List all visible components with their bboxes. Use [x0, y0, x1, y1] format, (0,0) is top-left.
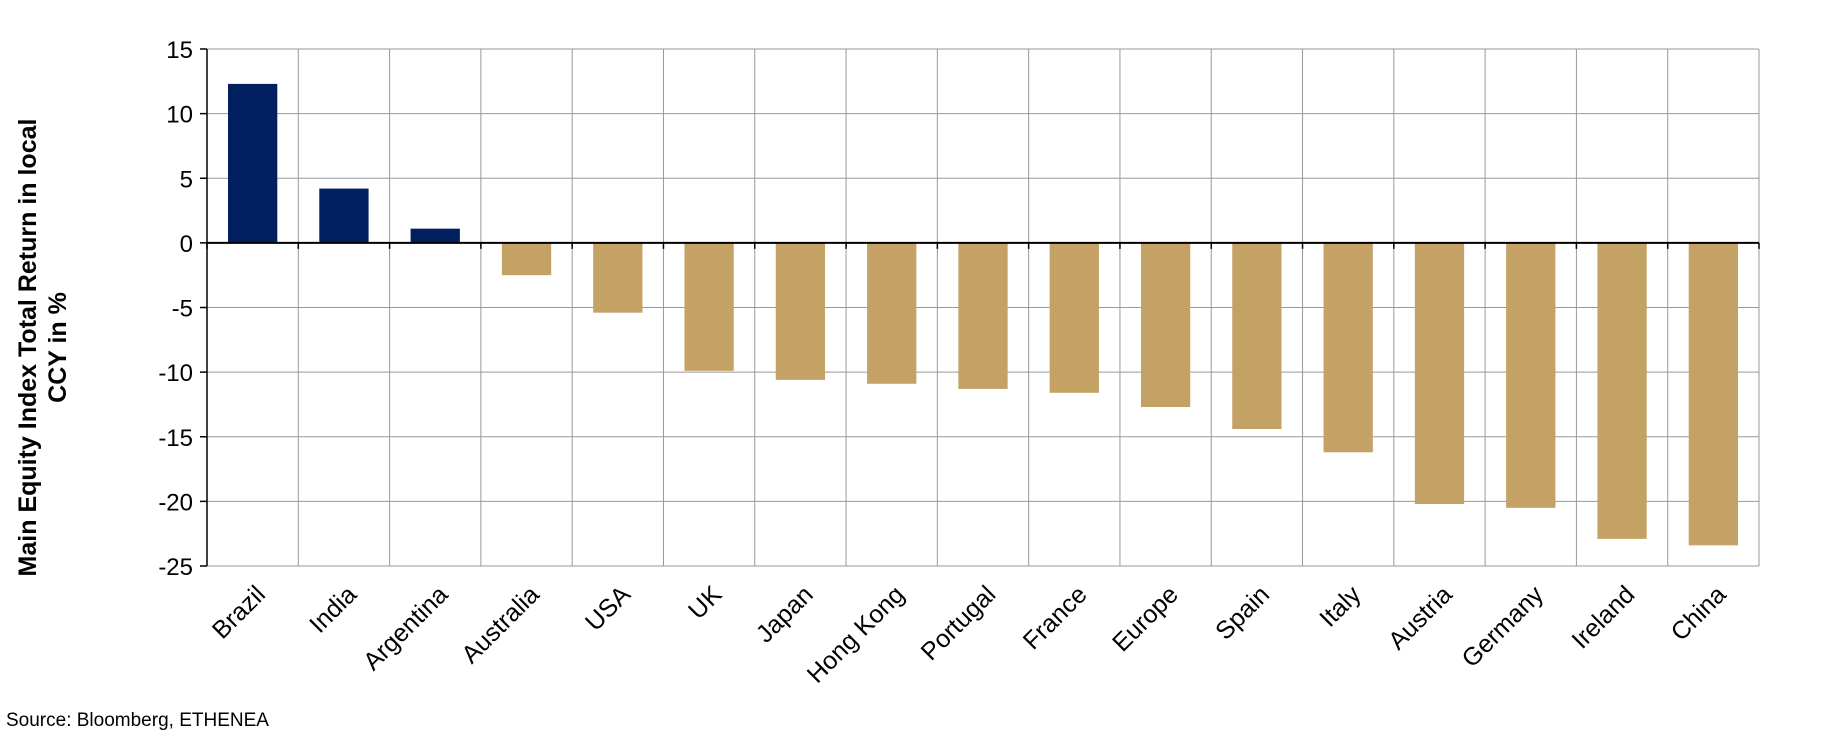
bar-japan	[775, 242, 826, 380]
y-tick-label: -25	[158, 554, 193, 581]
x-tick-label: Europe	[1107, 580, 1184, 657]
x-tick-label: USA	[580, 580, 636, 636]
bar-brazil	[227, 83, 278, 243]
x-tick-label: Portugal	[916, 580, 1002, 666]
bar-france	[1049, 242, 1099, 393]
bar-portugal	[958, 242, 1008, 389]
x-tick-label: Ireland	[1566, 580, 1640, 654]
bar-australia	[501, 242, 552, 276]
x-tick-label: Austria	[1383, 580, 1458, 655]
y-tick-label: -5	[172, 296, 193, 323]
bar-china	[1688, 242, 1739, 546]
y-tick-label: 5	[180, 166, 193, 193]
x-tick-label: Argentina	[358, 580, 454, 676]
bars	[227, 83, 1739, 546]
bar-austria	[1414, 242, 1465, 504]
x-tick-label: Brazil	[207, 580, 271, 644]
y-tick-label: -20	[158, 489, 193, 516]
y-axis-title: Main Equity Index Total Return in localC…	[14, 119, 72, 577]
x-tick-label: France	[1018, 580, 1093, 655]
x-tick-label: UK	[683, 580, 728, 625]
x-tick-label: China	[1666, 580, 1732, 646]
bar-italy	[1323, 242, 1373, 453]
bar-ireland	[1597, 242, 1647, 539]
x-tick-label: Germany	[1457, 580, 1550, 673]
y-tick-label: -15	[158, 425, 193, 452]
x-tick-label: Australia	[456, 580, 545, 669]
x-tick-label: Spain	[1210, 580, 1275, 645]
bar-hong-kong	[867, 242, 917, 384]
x-tick-label: Japan	[751, 580, 819, 648]
bar-spain	[1232, 242, 1282, 429]
y-tick-label: 0	[180, 231, 193, 258]
bar-usa	[593, 242, 643, 313]
bar-india	[319, 188, 369, 243]
y-axis-title-line: Main Equity Index Total Return in local	[14, 119, 42, 577]
source-note: Source: Bloomberg, ETHENEA	[6, 710, 269, 731]
y-tick-label: 15	[166, 37, 193, 64]
bar-uk	[684, 242, 734, 371]
y-tick-label: 10	[166, 102, 193, 129]
bar-europe	[1140, 242, 1191, 408]
bar-germany	[1506, 242, 1556, 508]
y-axis-title-line: CCY in %	[44, 292, 72, 403]
x-tick-label: India	[304, 580, 362, 638]
x-tick-label: Hong Kong	[802, 580, 910, 688]
y-axis-ticks: 15 10 5 0 -5 -10 -15 -20 -25	[158, 37, 207, 581]
y-tick-label: -10	[158, 360, 193, 387]
bar-argentina	[410, 228, 460, 243]
x-tick-label: Italy	[1314, 580, 1367, 633]
